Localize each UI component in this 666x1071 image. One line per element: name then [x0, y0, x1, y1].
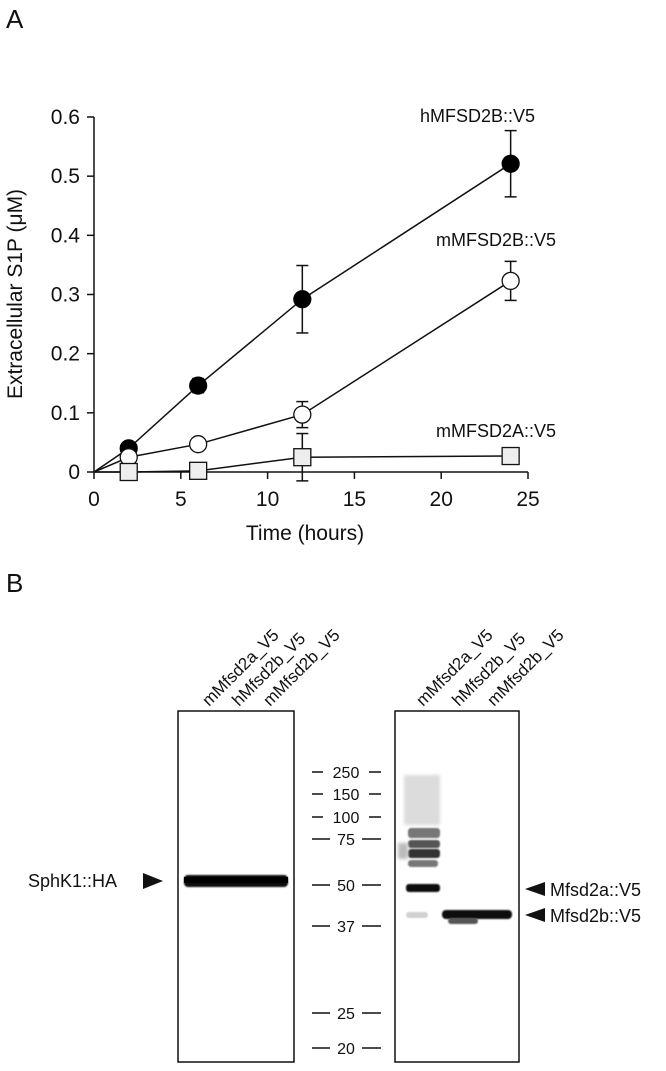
- right-blot: mMfsd2a_V5 hMfsd2b_V5 mMfsd2b_V5 Mfsd2a:…: [394, 626, 641, 1063]
- series-label-mmfsd2a: mMFSD2A::V5: [436, 421, 556, 441]
- y-tick-label: 0.6: [51, 106, 80, 129]
- faint-band: [406, 912, 428, 918]
- mfsd2a-band: [406, 884, 440, 892]
- data-point-mmfsd2b-v5: [501, 271, 520, 291]
- mfsd2b-band: [442, 910, 512, 919]
- marker-25: 25: [312, 1006, 381, 1023]
- data-point-mmfsd2a-v5: [119, 462, 138, 482]
- marker-50: 50: [312, 878, 381, 895]
- sphk1-arrow-icon: [143, 873, 163, 889]
- marker-37: 37: [312, 919, 381, 936]
- y-tick-label: 0.1: [51, 402, 80, 425]
- data-point-hmfsd2b-v5: [501, 154, 520, 173]
- y-axis-title: Extracellular S1P (μM): [4, 189, 27, 399]
- svg-text:25: 25: [337, 1006, 355, 1023]
- svg-text:150: 150: [333, 787, 360, 804]
- sphk1-label: SphK1::HA: [28, 871, 117, 891]
- x-tick-label: 5: [175, 488, 187, 511]
- y-tick-label: 0.3: [51, 284, 80, 307]
- x-tick-label: 15: [343, 488, 366, 511]
- sphk1-band-core: [184, 877, 288, 883]
- data-point-mmfsd2b-v5: [293, 405, 312, 424]
- left-blot: mMfsd2a_V5 hMfsd2b_V5 mMfsd2b_V5 SphK1::…: [28, 626, 344, 1063]
- svg-text:100: 100: [333, 810, 360, 827]
- y-tick-label: 0.2: [51, 343, 80, 366]
- panel-a-label: A: [6, 4, 24, 34]
- band-55: [408, 860, 438, 867]
- data-point-mmfsd2a-v5: [293, 448, 312, 467]
- series-label-hmfsd2b: hMFSD2B::V5: [420, 106, 535, 126]
- mfsd2b-smear: [448, 918, 478, 924]
- x-tick-label: 20: [430, 488, 453, 511]
- y-tick-label: 0.5: [51, 165, 80, 188]
- svg-text:50: 50: [337, 878, 355, 895]
- data-points: [119, 154, 520, 482]
- data-point-hmfsd2b-v5: [293, 290, 312, 309]
- band-75a: [408, 828, 440, 838]
- series-label-mmfsd2b: mMFSD2B::V5: [436, 230, 556, 250]
- marker-100: 100: [312, 810, 381, 827]
- x-tick-label: 25: [516, 488, 539, 511]
- y-tick-label: 0: [68, 461, 80, 484]
- x-ticks: 0 5 10 15 20 25: [88, 472, 540, 511]
- x-tick-label: 0: [88, 488, 100, 511]
- smear-high: [404, 775, 440, 825]
- band-75b: [408, 840, 440, 848]
- marker-75: 75: [312, 832, 381, 849]
- svg-text:37: 37: [337, 919, 355, 936]
- data-point-hmfsd2b-v5: [189, 376, 208, 395]
- mfsd2b-label: Mfsd2b::V5: [550, 906, 641, 926]
- mfsd2a-arrow-icon: [525, 882, 545, 896]
- mw-ladder: 250 150 100 75 50 37: [312, 765, 381, 1058]
- svg-text:75: 75: [337, 832, 355, 849]
- data-point-mmfsd2a-v5: [189, 461, 208, 480]
- svg-text:20: 20: [337, 1041, 355, 1058]
- marker-250: 250: [312, 765, 381, 782]
- line-chart: 0 0.1 0.2 0.3 0.4 0.5 0.6 0 5 10 15 20 25 Time (hou…: [4, 106, 556, 545]
- data-point-mmfsd2a-v5: [501, 446, 520, 466]
- mfsd2b-arrow-icon: [525, 908, 545, 922]
- marker-150: 150: [312, 787, 381, 804]
- band-60: [408, 849, 440, 858]
- y-ticks: 0 0.1 0.2 0.3 0.4 0.5 0.6: [51, 106, 94, 484]
- data-point-mmfsd2b-v5: [189, 435, 208, 454]
- y-tick-label: 0.4: [51, 224, 81, 247]
- panel-b-label: B: [6, 568, 23, 598]
- mfsd2a-label: Mfsd2a::V5: [550, 880, 641, 900]
- marker-20: 20: [312, 1041, 381, 1058]
- smear-edge: [398, 843, 408, 859]
- svg-text:250: 250: [333, 765, 360, 782]
- x-axis-title: Time (hours): [246, 522, 364, 545]
- x-tick-label: 10: [256, 488, 279, 511]
